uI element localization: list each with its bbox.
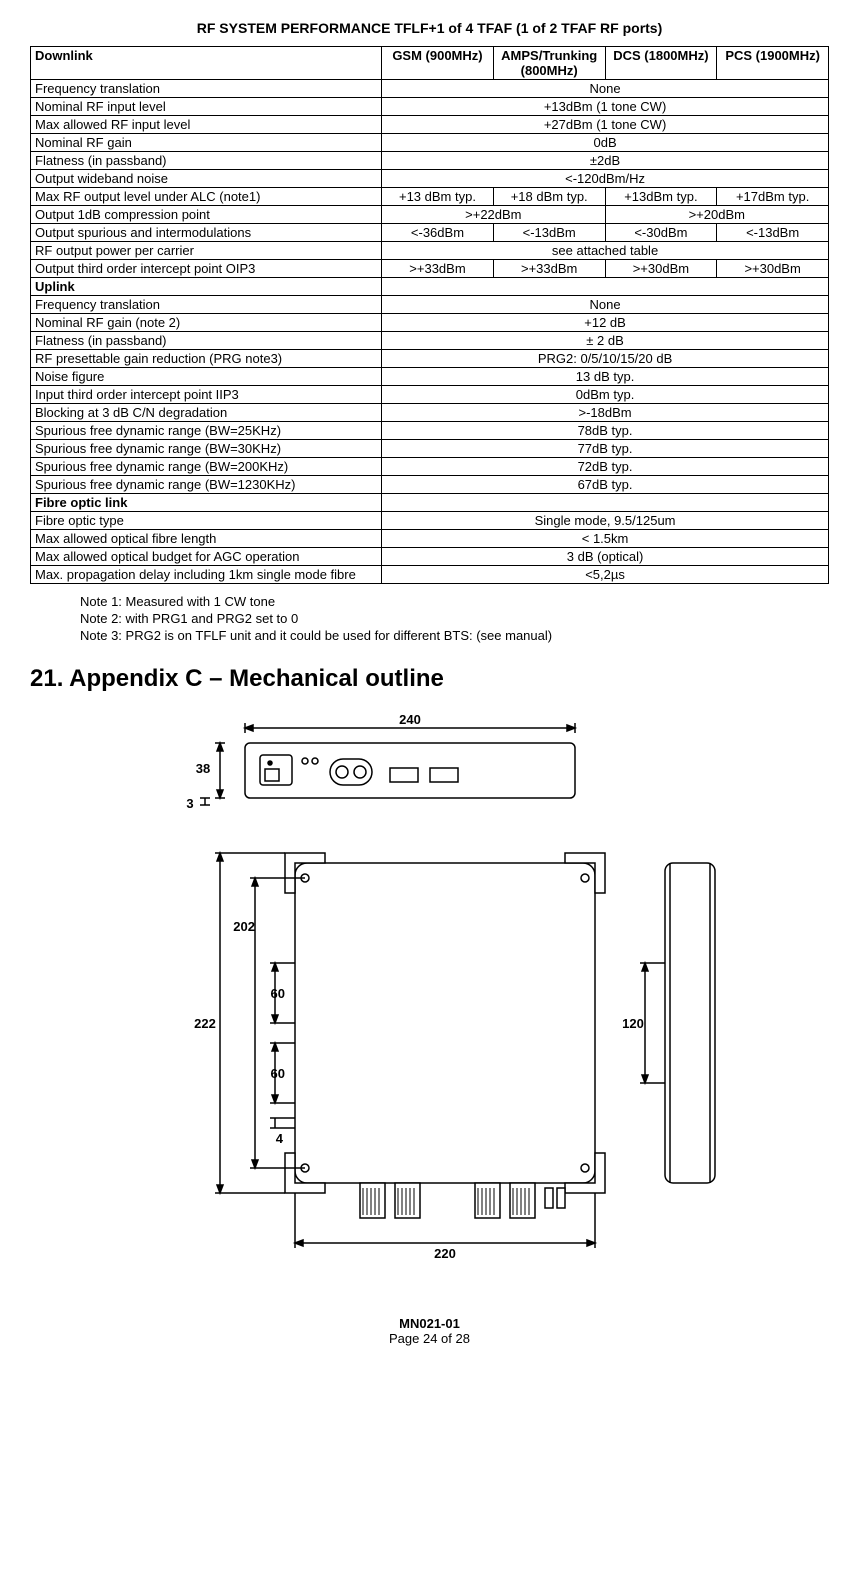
row-label: Output wideband noise [31,170,382,188]
row-value: ± 2 dB [382,332,829,350]
cell: +18 dBm typ. [493,188,605,206]
row-value: 3 dB (optical) [382,548,829,566]
page-number: Page 24 of 28 [30,1331,829,1346]
row-label: Spurious free dynamic range (BW=1230KHz) [31,476,382,494]
dim-38: 38 [195,761,209,776]
row-label: Frequency translation [31,296,382,314]
row-value: <-120dBm/Hz [382,170,829,188]
row-value: None [382,80,829,98]
notes-block: Note 1: Measured with 1 CW tone Note 2: … [80,594,829,645]
cell: <-13dBm [493,224,605,242]
cell: +17dBm typ. [717,188,829,206]
row-label: Output 1dB compression point [31,206,382,224]
row-label: Nominal RF gain [31,134,382,152]
mechanical-outline-diagram: 240 38 3 222 202 60 60 4 220 120 [30,713,829,1276]
col-amps: AMPS/Trunking (800MHz) [493,47,605,80]
uplink-header: Uplink [31,278,382,296]
cell: <-30dBm [605,224,717,242]
row-value: None [382,296,829,314]
cell: >+22dBm [382,206,605,224]
cell: <-13dBm [717,224,829,242]
note-3: Note 3: PRG2 is on TFLF unit and it coul… [80,628,829,645]
cell: +13 dBm typ. [382,188,494,206]
row-label: Blocking at 3 dB C/N degradation [31,404,382,422]
col-pcs: PCS (1900MHz) [717,47,829,80]
row-label: Spurious free dynamic range (BW=25KHz) [31,422,382,440]
row-label: Spurious free dynamic range (BW=200KHz) [31,458,382,476]
downlink-header: Downlink [31,47,382,80]
cell: >+30dBm [717,260,829,278]
row-value: Single mode, 9.5/125um [382,512,829,530]
row-value: see attached table [382,242,829,260]
doc-id: MN021-01 [30,1316,829,1331]
row-label: Fibre optic type [31,512,382,530]
row-value: < 1.5km [382,530,829,548]
row-label: Max allowed optical budget for AGC opera… [31,548,382,566]
row-value: +13dBm (1 tone CW) [382,98,829,116]
row-value: 0dBm typ. [382,386,829,404]
row-value: PRG2: 0/5/10/15/20 dB [382,350,829,368]
row-value: >-18dBm [382,404,829,422]
row-label: Flatness (in passband) [31,332,382,350]
dim-222: 222 [194,1016,216,1031]
cell: >+20dBm [605,206,828,224]
empty-cell [382,278,829,296]
row-value: +12 dB [382,314,829,332]
empty-cell [382,494,829,512]
row-value: <5,2µs [382,566,829,584]
row-value: 72dB typ. [382,458,829,476]
note-1: Note 1: Measured with 1 CW tone [80,594,829,611]
row-value: 77dB typ. [382,440,829,458]
dim-202: 202 [233,919,255,934]
dim-240: 240 [399,713,421,727]
row-label: Input third order intercept point IIP3 [31,386,382,404]
page-title: RF SYSTEM PERFORMANCE TFLF+1 of 4 TFAF (… [30,20,829,36]
dim-60b: 60 [270,1066,284,1081]
dim-3: 3 [186,796,193,811]
row-label: Max. propagation delay including 1km sin… [31,566,382,584]
outline-svg: 240 38 3 222 202 60 60 4 220 120 [105,713,755,1273]
cell: >+33dBm [493,260,605,278]
row-label: Output spurious and intermodulations [31,224,382,242]
row-value: 0dB [382,134,829,152]
row-label: Max allowed optical fibre length [31,530,382,548]
row-label: Max RF output level under ALC (note1) [31,188,382,206]
dim-4: 4 [275,1131,283,1146]
row-label: Frequency translation [31,80,382,98]
row-value: 67dB typ. [382,476,829,494]
row-label: Nominal RF input level [31,98,382,116]
col-gsm: GSM (900MHz) [382,47,494,80]
row-value: 78dB typ. [382,422,829,440]
cell: >+30dBm [605,260,717,278]
fibre-header: Fibre optic link [31,494,382,512]
dim-60a: 60 [270,986,284,1001]
cell: +13dBm typ. [605,188,717,206]
row-label: RF presettable gain reduction (PRG note3… [31,350,382,368]
col-dcs: DCS (1800MHz) [605,47,717,80]
note-2: Note 2: with PRG1 and PRG2 set to 0 [80,611,829,628]
appendix-heading: 21. Appendix C – Mechanical outline [30,665,829,693]
cell: >+33dBm [382,260,494,278]
row-value: 13 dB typ. [382,368,829,386]
row-value: +27dBm (1 tone CW) [382,116,829,134]
dim-220: 220 [434,1246,456,1261]
row-label: Nominal RF gain (note 2) [31,314,382,332]
row-label: RF output power per carrier [31,242,382,260]
row-value: ±2dB [382,152,829,170]
row-label: Output third order intercept point OIP3 [31,260,382,278]
dim-120: 120 [622,1016,644,1031]
spec-table: Downlink GSM (900MHz) AMPS/Trunking (800… [30,46,829,584]
page-footer: MN021-01 Page 24 of 28 [30,1316,829,1346]
row-label: Noise figure [31,368,382,386]
cell: <-36dBm [382,224,494,242]
row-label: Max allowed RF input level [31,116,382,134]
row-label: Spurious free dynamic range (BW=30KHz) [31,440,382,458]
row-label: Flatness (in passband) [31,152,382,170]
